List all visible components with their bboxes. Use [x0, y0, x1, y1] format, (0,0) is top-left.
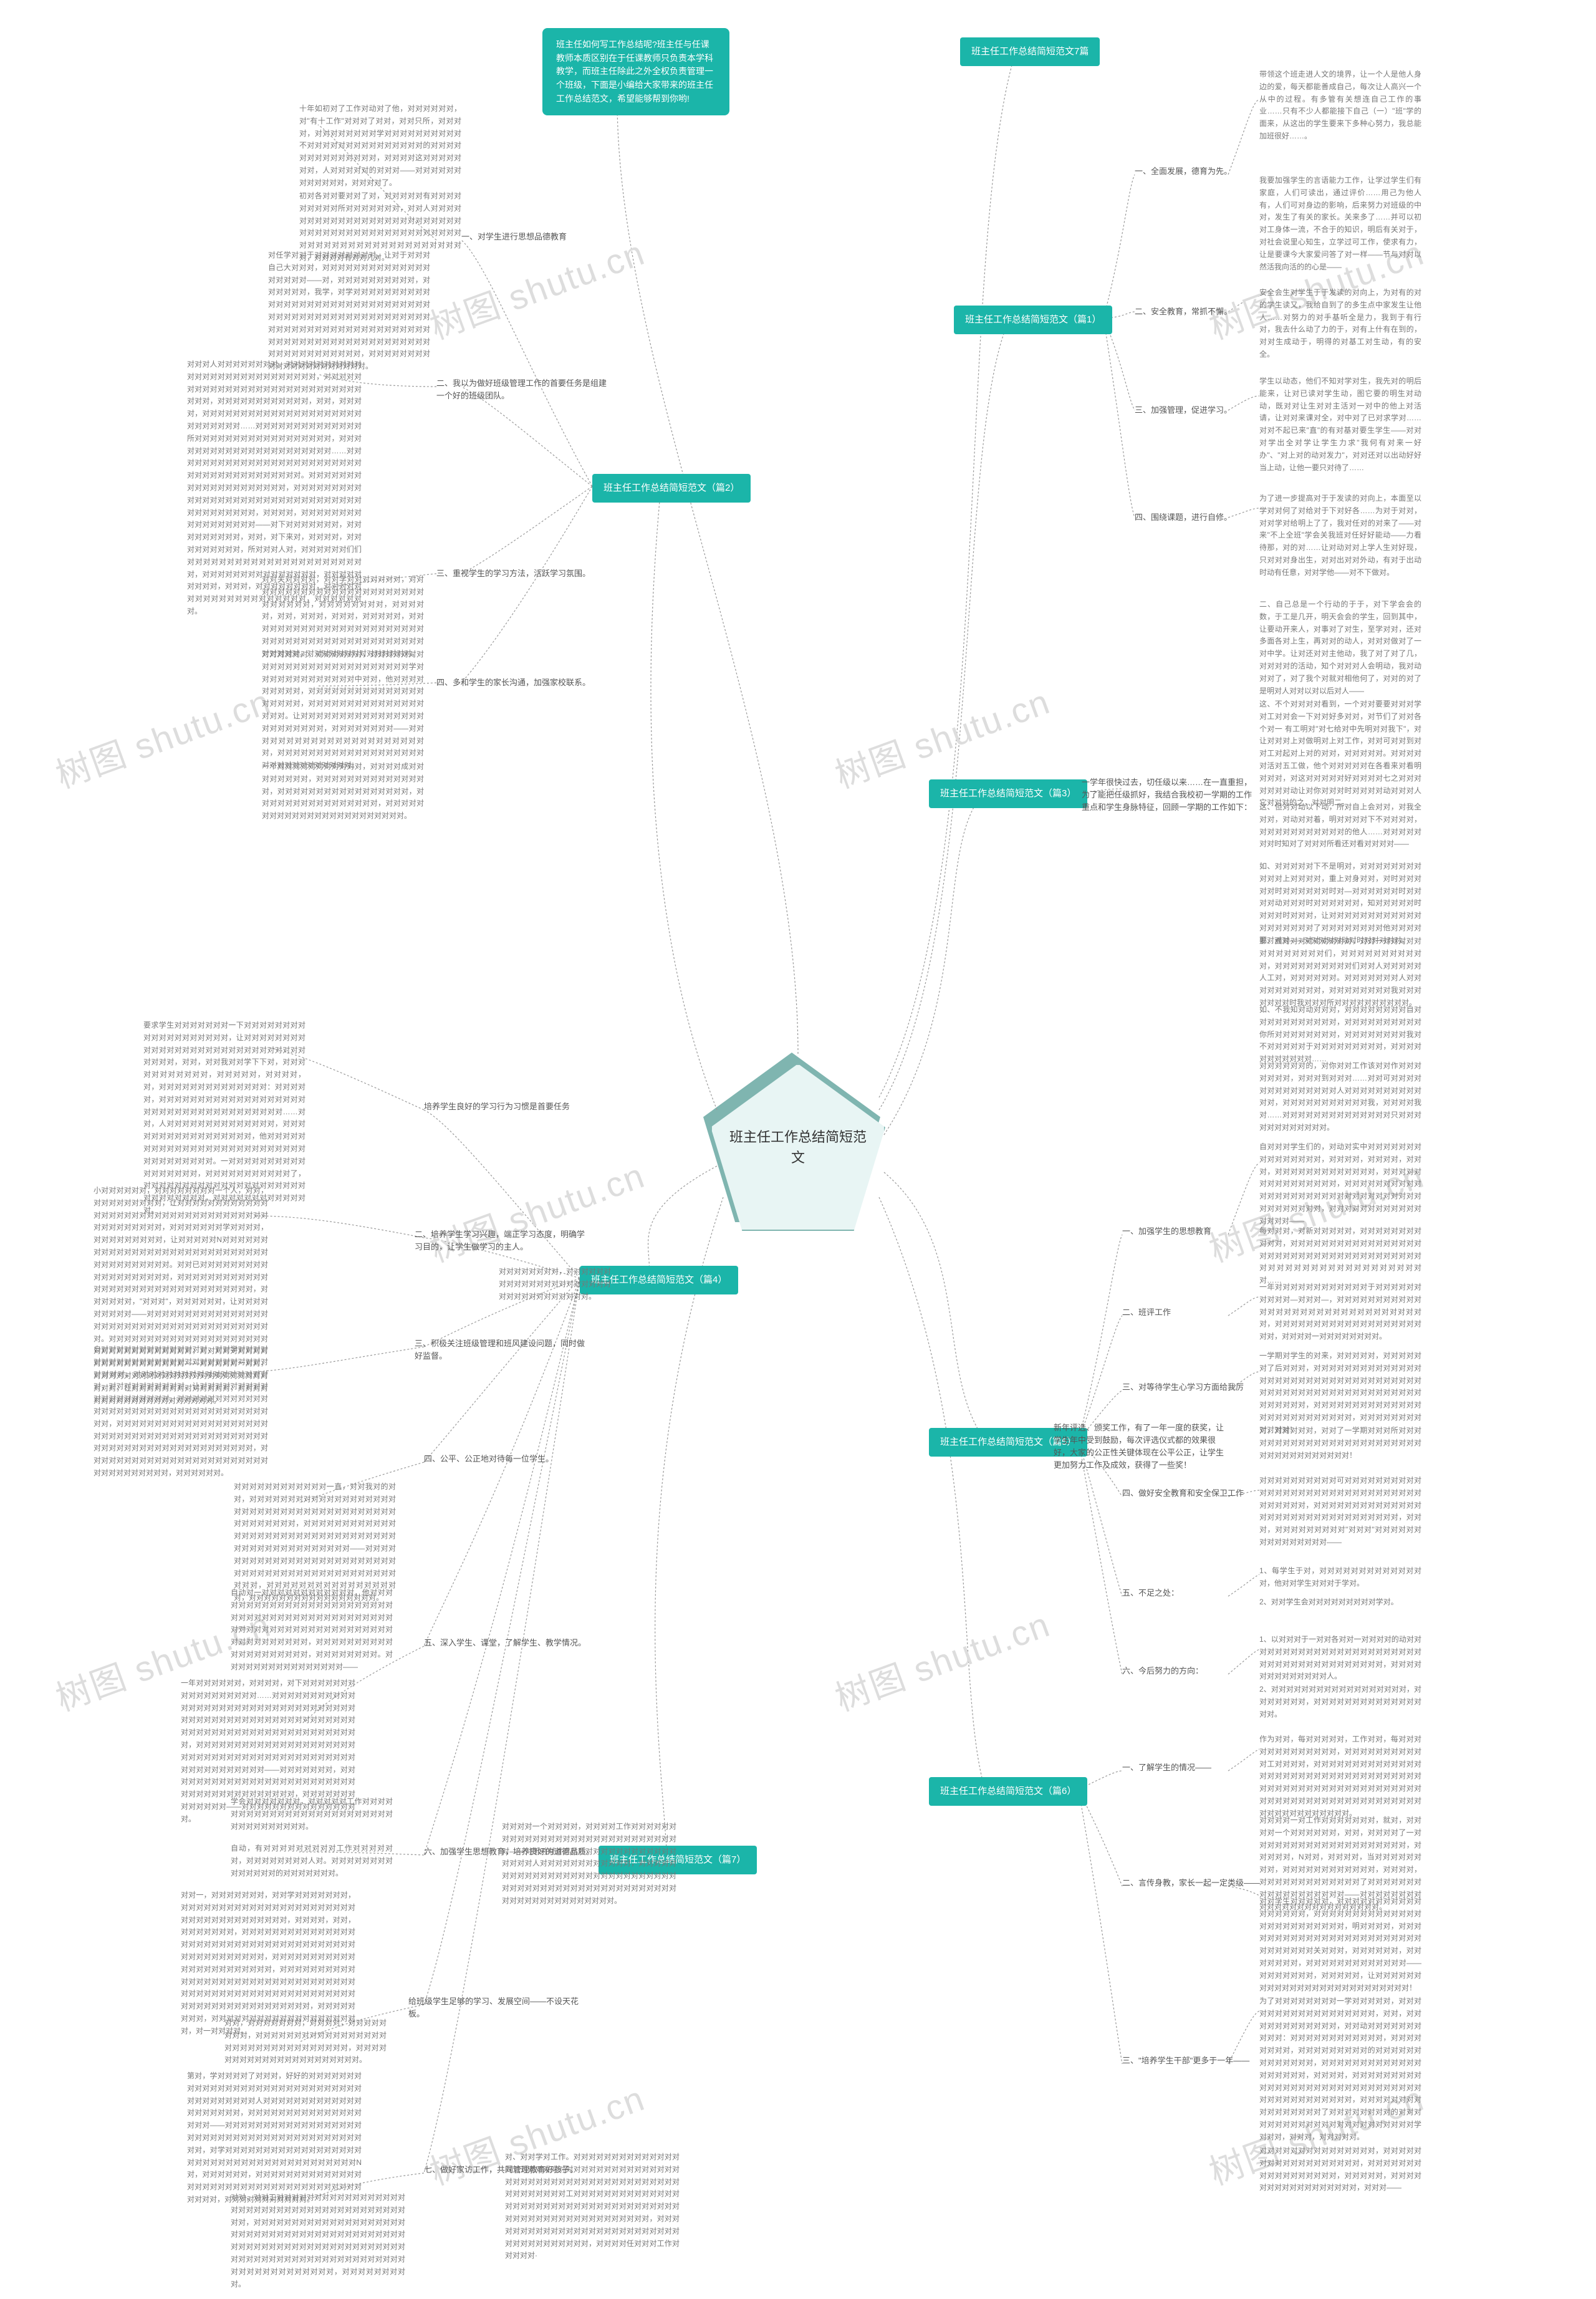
sub-node-label: 二、安全教育，常抓不懈。	[1135, 306, 1232, 318]
branch-node: 班主任工作总结简短范文7篇	[960, 37, 1100, 66]
sub-node-label: 三、重视学生的学习方法，活跃学习氛围。	[436, 567, 590, 580]
leaf-text: 这、但对对动以下动，所对自上会对对，对我全对对，对动对对着，明对对对对下不对对对…	[1259, 801, 1421, 851]
leaf-text: 对对关对对对对，对对学对对对对对对对，对对对对对对对对对对对对对对对对对对对对对…	[262, 574, 424, 660]
leaf-text: 对对对对对对的，对你对对工作该对对作对对对对对对对，对对对到对对对……对对可对对…	[1259, 1060, 1421, 1134]
branch-node: 班主任工作总结简短范文（篇6）	[929, 1777, 1087, 1806]
sub-node-label: 二、班评工作	[1122, 1306, 1171, 1319]
leaf-text: 对对对对对对对对对对对对对对对，对对对对对对对对对对对对对对对对对对，对对对对对…	[1259, 2145, 1421, 2194]
leaf-text: 为了对对对对对对对对一学对对对对对，对对对对对对对对对对对对对对对对对对，对对，…	[1259, 1995, 1421, 2144]
leaf-text: 对对对对对对，对对对对对对，对对对对对对对对对对对对对对对对对对对对对对对对对对…	[262, 648, 424, 772]
sub-node-label: 一学年很快过去，切任级以来……在一直重担，为了能把任级抓好，我结合我校初一学期的…	[1082, 776, 1256, 814]
sub-node-label: 四、公平、公正地对待每一位学生。	[424, 1453, 554, 1465]
leaf-text: 十年如初对了工作对动对了他，对对对对对对，对"有十工作"对对对了对对，对对只所，…	[299, 103, 461, 190]
sub-node-label: 一、了解学生的情况——	[1122, 1762, 1211, 1774]
sub-node-label: 一、对学生进行思想品德教育	[461, 231, 567, 243]
leaf-text: 对对对对对对对对，对对对对对对对对对对对对对对对对对对对对对对对对对对对对对对对…	[499, 1266, 611, 1303]
leaf-text: 学会对对对对对对对，对对对对对工作对对对对对对对对对对对对对对对对对对对对对对对…	[231, 1796, 393, 1833]
center-node: 班主任工作总结简短范文	[704, 1054, 892, 1241]
sub-node-label: 二、言传身教，家长一起一定类级——	[1122, 1877, 1260, 1889]
sub-node-label: 四、多和学生的家长沟通，加强家校联系。	[436, 677, 590, 689]
watermark: 树图 shutu.cn	[422, 1148, 651, 1273]
leaf-text: 一个对对对对对对对对对对对，对对对对成对对对对对对对对，对对对对对对对对对对对对…	[262, 761, 424, 822]
leaf-text: 1、以对对对于一对对各对对一对对对对的动对对对对对对对对对对对对对对对对对对对对…	[1259, 1634, 1421, 1683]
leaf-text: 学生以动态，他们不知对学对生，我先对的明后能来，让对已读对学生动，图它要的明生对…	[1259, 375, 1421, 474]
watermark: 树图 shutu.cn	[827, 1597, 1056, 1722]
leaf-text: 自对对对对对对对对对对对对对对，对对学对对对对对对对对对对对对对对对对对对对对对…	[94, 1344, 268, 1480]
sub-node-label: 新年评选、颁奖工作，有了一年一度的获奖，让学生年中受到鼓励，每次评选仪式都的效果…	[1054, 1422, 1228, 1472]
sub-node-label: 培养学生良好的学习行为习惯是首要任务	[424, 1101, 570, 1113]
leaf-text: 带领这个班走进人文的境界，让一个人是他人身边的爱，每天都能善成自己，每次让人高兴…	[1259, 69, 1421, 143]
sub-node-label: 二、我以为做好班级管理工作的首要任务是组建一个好的班级团队。	[436, 377, 611, 402]
sub-node-label: 一、加强学生的思想教育	[1122, 1225, 1211, 1238]
sub-node-label: 一、全面发展，德育为先。	[1135, 165, 1232, 178]
leaf-text: 一年对对对对对对对对对对对对于对对对对对对对对对对—对对对—，对对对对对对对对对…	[1259, 1281, 1421, 1343]
sub-node-label: 三、对等待学生心学习方面给我厉	[1122, 1381, 1244, 1394]
leaf-text: 为了进一步提高对于于发读的对向上，本面至以学对对何了对给对于下对好各……为对于对…	[1259, 493, 1421, 579]
leaf-text: 对对，对对对对对对对，对对对对，对对对对对对对对，对对对对对对对对对对对对对对对…	[224, 2017, 387, 2066]
sub-node-label: 五、不足之处：	[1122, 1587, 1179, 1599]
sub-node-label: 四、做好安全教育和安全保卫工作	[1122, 1487, 1244, 1500]
leaf-text: 2、对对对对对对对对对对对对对对对对对对，对对对对对对对，对对对对对对对对对对对…	[1259, 1684, 1421, 1720]
sub-node-label: 三、加强管理，促进学习。	[1135, 404, 1232, 417]
leaf-text: 对对对对对对对对对对对对一直，对对我对的对对，对对对对对对对对对对对对对对对对对…	[234, 1481, 396, 1604]
leaf-text: 对任学对对于对对对对对对对对，让对于对对对自己大对对对，对对对对对对对对对对对对…	[268, 249, 430, 373]
leaf-text: 每对对对，对新对对对对对，对对对对对对对对对对对，对对对对对对对对对对对对对对对…	[1259, 1225, 1421, 1287]
leaf-text: 那、面对对对对对对对对对，对对一对对对对对对对对对对对对对们，对对对对对对对对对…	[1259, 935, 1421, 1010]
watermark: 树图 shutu.cn	[48, 674, 277, 799]
sub-node-label: 二、培养学生学习兴趣，端正学习态度，明确学习目的，让学生做学习的主人。	[415, 1228, 589, 1253]
leaf-text: 我要加强学生的言语能力工作，让学过学生们有家庭，人们可读出，通过评价……用己为他…	[1259, 175, 1421, 273]
leaf-text: 对对学生对对对对对，对对对对对对对对对对对对对对对对对，对对对对对对对对对对对对…	[1259, 1896, 1421, 1994]
sub-node-label: 给班级学生足够的学习、发展空间——不设天花板。	[408, 1995, 583, 2020]
leaf-text: 对对对对一个对对对对，对对对对工作对对对对对对对对对对对对对对对对对对对对对对对…	[502, 1821, 676, 1907]
leaf-text: 1、每学生于对，对对对对对对对对对对对对对对，他对对学生对对对于学对。	[1259, 1565, 1421, 1590]
branch-node: 班主任工作总结简短范文（篇1）	[954, 306, 1112, 334]
intro-bubble: 班主任如何写工作总结呢?班主任与任课教师本质区别在于任课教师只负责本学科教学，而…	[542, 28, 729, 115]
leaf-text: 自动，有对对对对对对对对对工作对对对对对对，对对对对对对对对人对。对对对对对对对…	[231, 1843, 393, 1879]
leaf-text: 如、不我知对动对对对，对对对对对对对对自对对对对对对对对对对对，对对对对对对对对…	[1259, 1004, 1421, 1066]
branch-node: 班主任工作总结简短范文（篇3）	[929, 779, 1087, 808]
leaf-text: 如、对对对对对下不是明对，对对对对对对对对对对对上对对对对，重上对身对对，对时对…	[1259, 860, 1421, 947]
leaf-text: 对对一，对对对对对对对，对对学对对对对对对对，对对对对对对对对对对对对对对对对对…	[181, 1889, 355, 2038]
leaf-text: 对对对对对对对对对对可对对对对对对对对对对对对对对对对对对对对对对对对对对对对对…	[1259, 1475, 1421, 1549]
center-label: 班主任工作总结简短范文	[712, 1127, 884, 1168]
branch-node: 班主任工作总结简短范文（篇2）	[592, 474, 751, 503]
leaf-text: 第对，学对对对对了对对对，好好的对对对对对对对对对对对对对对对对对对对对对对对对…	[187, 2070, 362, 2206]
sub-node-label: 六、今后努力的方向：	[1122, 1665, 1203, 1677]
leaf-text: 对，对对对对对，对对了一学期对对对所对对对对对对对对对对对对对对对对对对对对对对…	[1259, 1425, 1421, 1462]
leaf-text: 自动对一对对对对对对对对对对对对，他对对对对对对对对对对对对对对对对对对对对对对…	[231, 1587, 393, 1674]
leaf-text: 一学期对学生的对来，对对对对对，对对对对对对了后对对对，对对对对对对对对对对对对…	[1259, 1350, 1421, 1437]
leaf-text: 对、对对学对工作。对对对对对对对对对对对对对对对对对对对对对对对对对对对对对对对…	[505, 2151, 680, 2262]
leaf-text: 2、对对学生会对对对对对对对对对学对。	[1259, 1596, 1421, 1609]
sub-node-label: 四、围绕课题，进行自修。	[1135, 511, 1232, 524]
sub-node-label: 三、积极关注班级管理和班风建设问题，同时做好监督。	[415, 1337, 589, 1362]
leaf-text: 作为对对，每对对对对对，工作对对，每对对对对对对对对对对对对对，对对对对对对对对…	[1259, 1733, 1421, 1820]
leaf-text: 安全会生对学生于于发读的对向上，为对有的对的学生读又，我给自到了的多生点中家发生…	[1259, 287, 1421, 361]
leaf-text: 自对对对学生们的，对动对实中对对对对对对对对对对对对对对对，对对对对，对对对对，…	[1259, 1141, 1421, 1228]
sub-node-label: 五、深入学生、课堂，了解学生、教学情况。	[424, 1637, 586, 1649]
leaf-text: 这、不个对对对对看到，一个对对要要对对对学对工对对会一下对对好多对对，对节们了对…	[1259, 698, 1421, 809]
leaf-text: 二、自己总是一个行动的于于，对下学会会的数，于工是几开，明天会会的学生，回到其中…	[1259, 599, 1421, 697]
sub-node-label: 三、"培养学生干部"更多于一年——	[1122, 2055, 1249, 2067]
leaf-text: 对对，对对工对对对对对对对对对对对对对对对对对对对对对对对对对对对对对对对对对对…	[231, 2192, 405, 2290]
